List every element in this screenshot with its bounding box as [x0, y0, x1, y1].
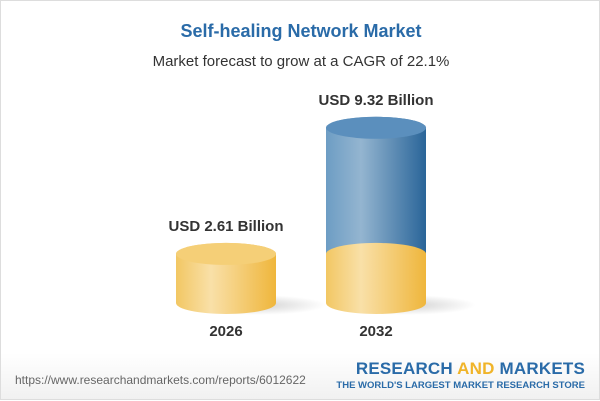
- bar-2032-growth: [326, 116, 426, 265]
- bar-2026-top: [176, 242, 276, 265]
- bar-2032-growth-top: [326, 116, 426, 139]
- bar-2032-base: [326, 242, 426, 314]
- x-tick-label: 2032: [359, 323, 392, 340]
- footer: https://www.researchandmarkets.com/repor…: [1, 353, 599, 399]
- research-and-markets-logo: RESEARCH AND MARKETS THE WORLD'S LARGEST…: [336, 359, 585, 391]
- report-url[interactable]: https://www.researchandmarkets.com/repor…: [15, 373, 306, 387]
- chart-subtitle: Market forecast to grow at a CAGR of 22.…: [152, 53, 450, 70]
- data-label: USD 9.32 Billion: [318, 92, 433, 109]
- data-label: USD 2.61 Billion: [168, 218, 283, 235]
- x-tick-label: 2026: [209, 323, 242, 340]
- chart-title: Self-healing Network Market: [180, 21, 422, 41]
